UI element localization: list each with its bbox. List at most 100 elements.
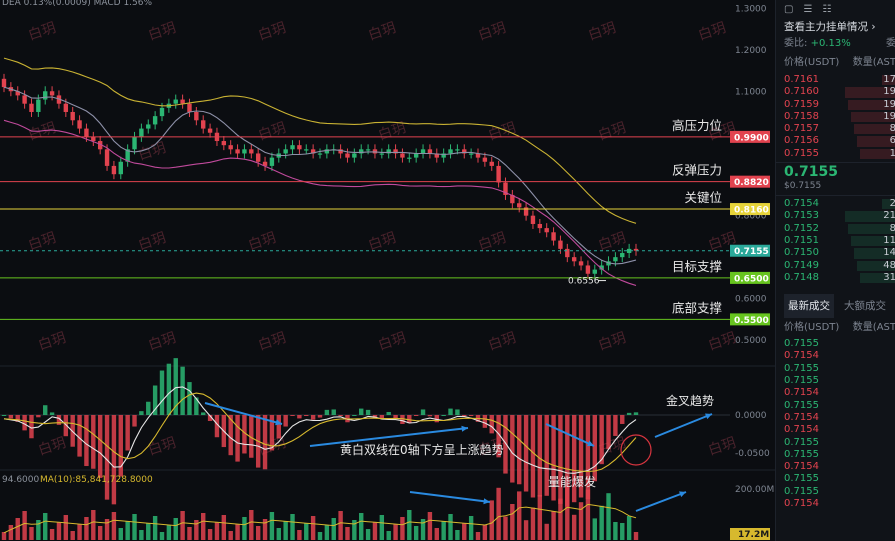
volume-annotation: 量能爆发	[548, 474, 596, 489]
bid-row[interactable]: 0.7153 21	[776, 210, 895, 222]
volume-bar	[228, 531, 233, 540]
candle-body	[379, 153, 385, 155]
orderbook-header: 价格(USDT) 数量(AST	[776, 52, 895, 74]
asks-icon[interactable]: ☷	[822, 3, 832, 15]
volume-bar	[434, 528, 439, 540]
bid-row[interactable]: 0.7152 8	[776, 223, 895, 235]
trend-arrow-head	[705, 413, 712, 420]
bid-row[interactable]: 0.7150 14	[776, 247, 895, 259]
ask-row[interactable]: 0.7156 6	[776, 135, 895, 147]
bid-row[interactable]: 0.7148 31	[776, 272, 895, 284]
candle-body	[29, 103, 34, 112]
layout-icon[interactable]: ▢	[784, 3, 794, 15]
volume-bar	[249, 510, 254, 540]
volume-bar	[379, 515, 385, 540]
depth-bar	[857, 136, 895, 147]
candle-body	[427, 149, 433, 154]
volume-bar	[407, 510, 412, 540]
volume-axis-label: 200.00M	[735, 485, 774, 495]
price-axis-label: 0.8000	[735, 212, 767, 222]
tab-large-trades[interactable]: 大额成交	[844, 300, 886, 313]
volume-bar	[262, 519, 268, 540]
order-qty: 11	[883, 234, 895, 246]
ask-row[interactable]: 0.7161 17	[776, 74, 895, 86]
trade-price: 0.7155	[784, 375, 819, 387]
order-qty: 8	[890, 223, 895, 235]
volume-bar	[214, 522, 220, 540]
macd-histogram-bar	[592, 415, 597, 482]
trade-row: 0.7155	[776, 363, 895, 375]
volume-bar	[125, 521, 130, 540]
macd-histogram-bar	[510, 415, 515, 483]
volume-bar	[201, 513, 206, 540]
volume-bar	[352, 520, 357, 540]
volume-bar	[489, 500, 494, 540]
volume-bar	[372, 522, 378, 540]
volume-bar	[70, 531, 75, 540]
trade-row: 0.7154	[776, 412, 895, 424]
candle-body	[592, 269, 597, 274]
depth-bar	[882, 199, 895, 210]
ask-row[interactable]: 0.7155 1	[776, 148, 895, 160]
macd-histogram-bar	[180, 366, 185, 415]
price-axis-label: 1.3000	[735, 4, 767, 14]
bid-row[interactable]: 0.7151 11	[776, 235, 895, 247]
candle-body	[118, 161, 123, 175]
macd-histogram-bar	[324, 409, 330, 415]
level-price-label: 0.5500	[734, 316, 769, 326]
macd-histogram-bar	[139, 411, 144, 415]
volume-bar	[194, 520, 199, 540]
volume-bar	[15, 518, 20, 540]
ask-row[interactable]: 0.7157 8	[776, 123, 895, 135]
candle-body	[352, 153, 357, 158]
order-price: 0.7161	[784, 74, 819, 85]
volume-bar	[455, 530, 460, 540]
order-qty: 1	[890, 148, 895, 160]
volume-bar	[633, 532, 639, 540]
ask-row[interactable]: 0.7159 19	[776, 99, 895, 111]
macd-histogram-bar	[372, 415, 378, 418]
macd-annotation-trend: 黄白双线在0轴下方呈上涨趋势	[340, 442, 504, 457]
bid-row[interactable]: 0.7149 48	[776, 260, 895, 272]
volume-bar	[517, 491, 522, 540]
volume-bar	[77, 524, 82, 540]
volume-bar	[235, 524, 240, 540]
trend-arrow-head	[587, 440, 594, 447]
volume-bar	[1, 532, 7, 540]
trade-row: 0.7155	[776, 375, 895, 387]
level-price-tag	[730, 203, 770, 216]
candle-body	[104, 149, 110, 166]
candle-body	[441, 153, 446, 158]
candle-body	[180, 99, 185, 104]
macd-histogram-bar	[187, 382, 192, 415]
bid-row[interactable]: 0.7154 2	[776, 198, 895, 210]
macd-histogram-bar	[352, 415, 357, 416]
volume-ma-label: MA(10):85,841,728.8000	[40, 475, 153, 485]
volume-bar	[276, 528, 281, 540]
candle-body	[585, 265, 591, 274]
ratio-value: +0.13%	[810, 38, 851, 49]
trade-price: 0.7154	[784, 498, 819, 510]
depth-bar	[851, 111, 895, 123]
candle-body	[70, 111, 75, 121]
chart-area[interactable]: 白玥 白玥 白玥 白玥 白玥 白玥 白玥 白玥 白玥 白玥 白玥 白玥 白玥 白玥 白玥 白玥 白玥 白玥 白玥 白玥…	[0, 0, 775, 541]
candle-body	[152, 116, 158, 125]
candle-body	[551, 232, 556, 241]
tab-latest-trades[interactable]: 最新成交	[784, 294, 834, 319]
candle-body	[530, 215, 536, 224]
candle-body	[558, 240, 563, 249]
candle-body	[400, 153, 405, 158]
volume-bar	[97, 526, 103, 540]
macd-histogram-bar	[111, 415, 117, 505]
bids-icon[interactable]: ☰	[803, 3, 813, 15]
main-orders-link[interactable]: 查看主力挂单情况 ›	[776, 18, 895, 36]
level-price-label: 0.7155	[734, 247, 769, 257]
macd-histogram-bar	[152, 385, 158, 415]
level-name-label: 关键位	[684, 190, 722, 205]
ask-row[interactable]: 0.7160 19	[776, 86, 895, 98]
volume-bar	[139, 530, 144, 540]
macd-histogram-bar	[84, 415, 89, 467]
ask-row[interactable]: 0.7158 19	[776, 111, 895, 123]
col-qty: 数量(AST	[852, 57, 895, 68]
